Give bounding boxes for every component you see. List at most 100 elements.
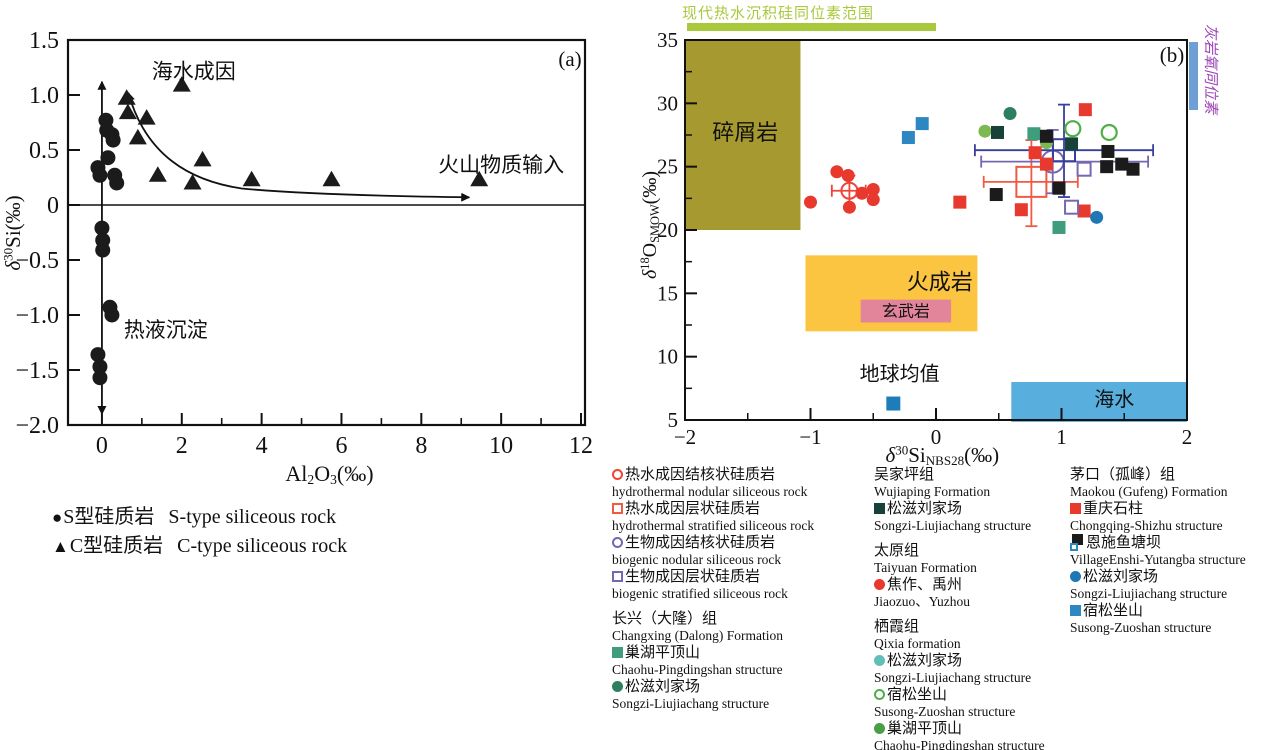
filled-circle-icon xyxy=(874,579,885,590)
legend-a-item: ▲C型硅质岩 C-type siliceous rock xyxy=(52,532,347,561)
filled-square-icon xyxy=(612,647,623,658)
y-tick-label: 0.5 xyxy=(29,138,59,164)
limestone-oxygen-isotope-label: 灰岩氧同位素 xyxy=(1202,24,1218,115)
modern-hydrothermal-silicon-range-label: 现代热水沉积硅同位素范围 xyxy=(682,6,875,22)
y-tick-label: −0.5 xyxy=(15,248,59,274)
x-tick-label: 8 xyxy=(415,433,427,459)
basalt-label: 玄武岩 xyxy=(882,302,930,320)
legend-b-item-label-en: Songzi-Liujiachang structure xyxy=(1070,586,1228,601)
filled-circle-icon xyxy=(874,655,885,666)
legend-b-item-label-zh: 恩施鱼塘坝 xyxy=(1086,535,1162,551)
y-tick-label: −1.0 xyxy=(15,303,59,329)
point-太原组 焦作、禹州 xyxy=(842,200,856,214)
open-circle-icon xyxy=(612,469,623,480)
legend-b-item-zh: 宿松坐山 xyxy=(874,686,1070,704)
y-tick-label: 10 xyxy=(657,345,678,369)
c-type-point xyxy=(128,128,147,145)
legend-b-item-label-en: Songzi-Liujiachang structure xyxy=(612,696,770,711)
point-太原组 焦作、禹州 xyxy=(855,186,869,200)
y-tick-label: 15 xyxy=(657,281,678,305)
point-茅口组 重庆石柱 xyxy=(1014,203,1028,217)
legend-b-item-zh: 松滋刘家场 xyxy=(1070,568,1268,586)
legend-a-item: ●S型硅质岩 S-type siliceous rock xyxy=(52,503,347,532)
legend-b-item-label-zh: 热水成因结核状硅质岩 xyxy=(625,467,776,483)
formation-title-zh: 栖霞组 xyxy=(874,619,920,635)
y-tick-label: 20 xyxy=(657,218,678,242)
legend-b-item-label-en: hydrothermal nodular siliceous rock xyxy=(612,484,808,499)
earth-average-label: 地球均值 xyxy=(860,363,940,386)
filled-circle-icon xyxy=(874,723,885,734)
filled-square-icon xyxy=(874,503,885,514)
legend-b-item-label-en: Chongqing-Shizhu structure xyxy=(1070,518,1223,533)
legend-b-item-label-en: Songzi-Liujiachang structure xyxy=(874,670,1032,685)
point-茅口组 宿松坐山 xyxy=(915,117,929,131)
legend-b-item-label-en: VillageEnshi-Yutangba structure xyxy=(1070,552,1246,567)
legend-b-item-zh: 松滋刘家场 xyxy=(612,678,874,696)
legend-b-group: 长兴（大隆）组 Changxing (Dalong) Formation 巢湖平顶山… xyxy=(612,610,874,712)
point-茅口组 恩施鱼塘坝 xyxy=(1126,162,1140,176)
open-square-icon xyxy=(612,571,623,582)
legend-b-item-label-zh: 巢湖平顶山 xyxy=(625,645,701,661)
point-茅口组 恩施鱼塘坝 xyxy=(1115,157,1129,171)
legend-b-item-zh: 焦作、禹州 xyxy=(874,576,1070,594)
legend-b-item-label-en: Jiaozuo、Yuzhou xyxy=(874,594,970,609)
c-type-point xyxy=(148,166,167,182)
y-tick-label: 30 xyxy=(657,91,678,115)
point-长兴（大隆）组 巢湖平顶山 xyxy=(1027,127,1041,141)
y-tick-label: 25 xyxy=(657,155,678,179)
formation-title-en: Changxing (Dalong) Formation xyxy=(612,628,783,643)
point-茅口组 重庆石柱 xyxy=(1077,204,1091,218)
point-太原组 焦作、禹州 xyxy=(841,169,855,183)
point-吴家坪组 松滋刘家场 xyxy=(990,125,1004,139)
legend-b-item-label-en: Susong-Zuoshan structure xyxy=(874,704,1016,719)
limestone-oxygen-isotope-bar xyxy=(1189,42,1198,110)
legend-a-label-zh: S型硅质岩 xyxy=(63,506,155,528)
legend-b-group: 吴家坪组 Wujiaping Formation 松滋刘家场 Songzi-Liuji… xyxy=(874,466,1070,534)
point-吴家坪组 松滋刘家场 xyxy=(1065,137,1079,151)
legend-b-item-label-zh: 重庆石柱 xyxy=(1083,501,1144,517)
region-海水 xyxy=(1011,382,1187,422)
legend-b-item-zh: 松滋刘家场 xyxy=(874,652,1070,670)
legend-b-item-label-en: Susong-Zuoshan structure xyxy=(1070,620,1212,635)
formation-title-zh: 吴家坪组 xyxy=(874,467,935,483)
open-circle-icon xyxy=(874,689,885,700)
point-太原组 焦作、禹州 xyxy=(866,182,880,196)
region-label-火成岩: 火成岩 xyxy=(907,270,973,295)
filled-circle-icon: ● xyxy=(52,508,63,527)
basalt-label-box xyxy=(860,299,952,323)
y-tick-label: −1.5 xyxy=(15,358,59,384)
point-长兴（大隆）组 松滋刘家场 xyxy=(1003,106,1017,120)
region-label-海水: 海水 xyxy=(1094,388,1134,411)
c-type-point xyxy=(242,170,261,187)
legend-b-item-label-en: biogenic stratified siliceous rock xyxy=(612,586,788,601)
filled-triangle-icon: ▲ xyxy=(52,537,69,556)
y-axis-title-b: δ18OSMOW(‰) xyxy=(640,171,662,279)
s-type-point xyxy=(100,150,116,166)
annotation-热液沉淀: 热液沉淀 xyxy=(124,318,208,342)
open-square-icon xyxy=(612,503,623,514)
x-tick-label: 2 xyxy=(1182,425,1193,449)
x-tick-label: 0 xyxy=(96,433,108,459)
point-太原组 焦作、禹州 xyxy=(804,195,817,209)
legend-a-label-en: C-type siliceous rock xyxy=(177,535,348,557)
formation-title-en: Taiyuan Formation xyxy=(874,560,977,575)
x-tick-label: 12 xyxy=(569,433,593,459)
legend-b-column: 吴家坪组 Wujiaping Formation 松滋刘家场 Songzi-Liuji… xyxy=(874,466,1070,750)
legend-b-item-label-zh: 焦作、禹州 xyxy=(887,577,963,593)
x-tick-label: −1 xyxy=(799,425,821,449)
decay-trend-arrow xyxy=(126,91,471,202)
panel-a-chart: 1.5 1.0 0.5 0 −0.5 −1.0 −1.5 −2.0 0 2 4 6 8 10 12 海水成因火… xyxy=(0,28,593,487)
y-axis-title-a: δ30Si(‰) xyxy=(0,195,25,270)
point-茅口组 恩施鱼塘坝 xyxy=(1100,160,1114,174)
point-茅口组 松滋刘家场 xyxy=(1090,210,1104,224)
s-type-point xyxy=(94,220,110,236)
legend-b-item-label-zh: 松滋刘家场 xyxy=(887,501,963,517)
y-tick-label: 0 xyxy=(47,193,59,219)
legend-b-item-label-zh: 生物成因结核状硅质岩 xyxy=(625,535,776,551)
legend-b-item-zh: 热水成因结核状硅质岩 xyxy=(612,466,874,484)
c-type-point xyxy=(470,170,489,187)
s-type-point xyxy=(109,175,125,191)
legend-b-item-label-zh: 松滋刘家场 xyxy=(625,679,701,695)
